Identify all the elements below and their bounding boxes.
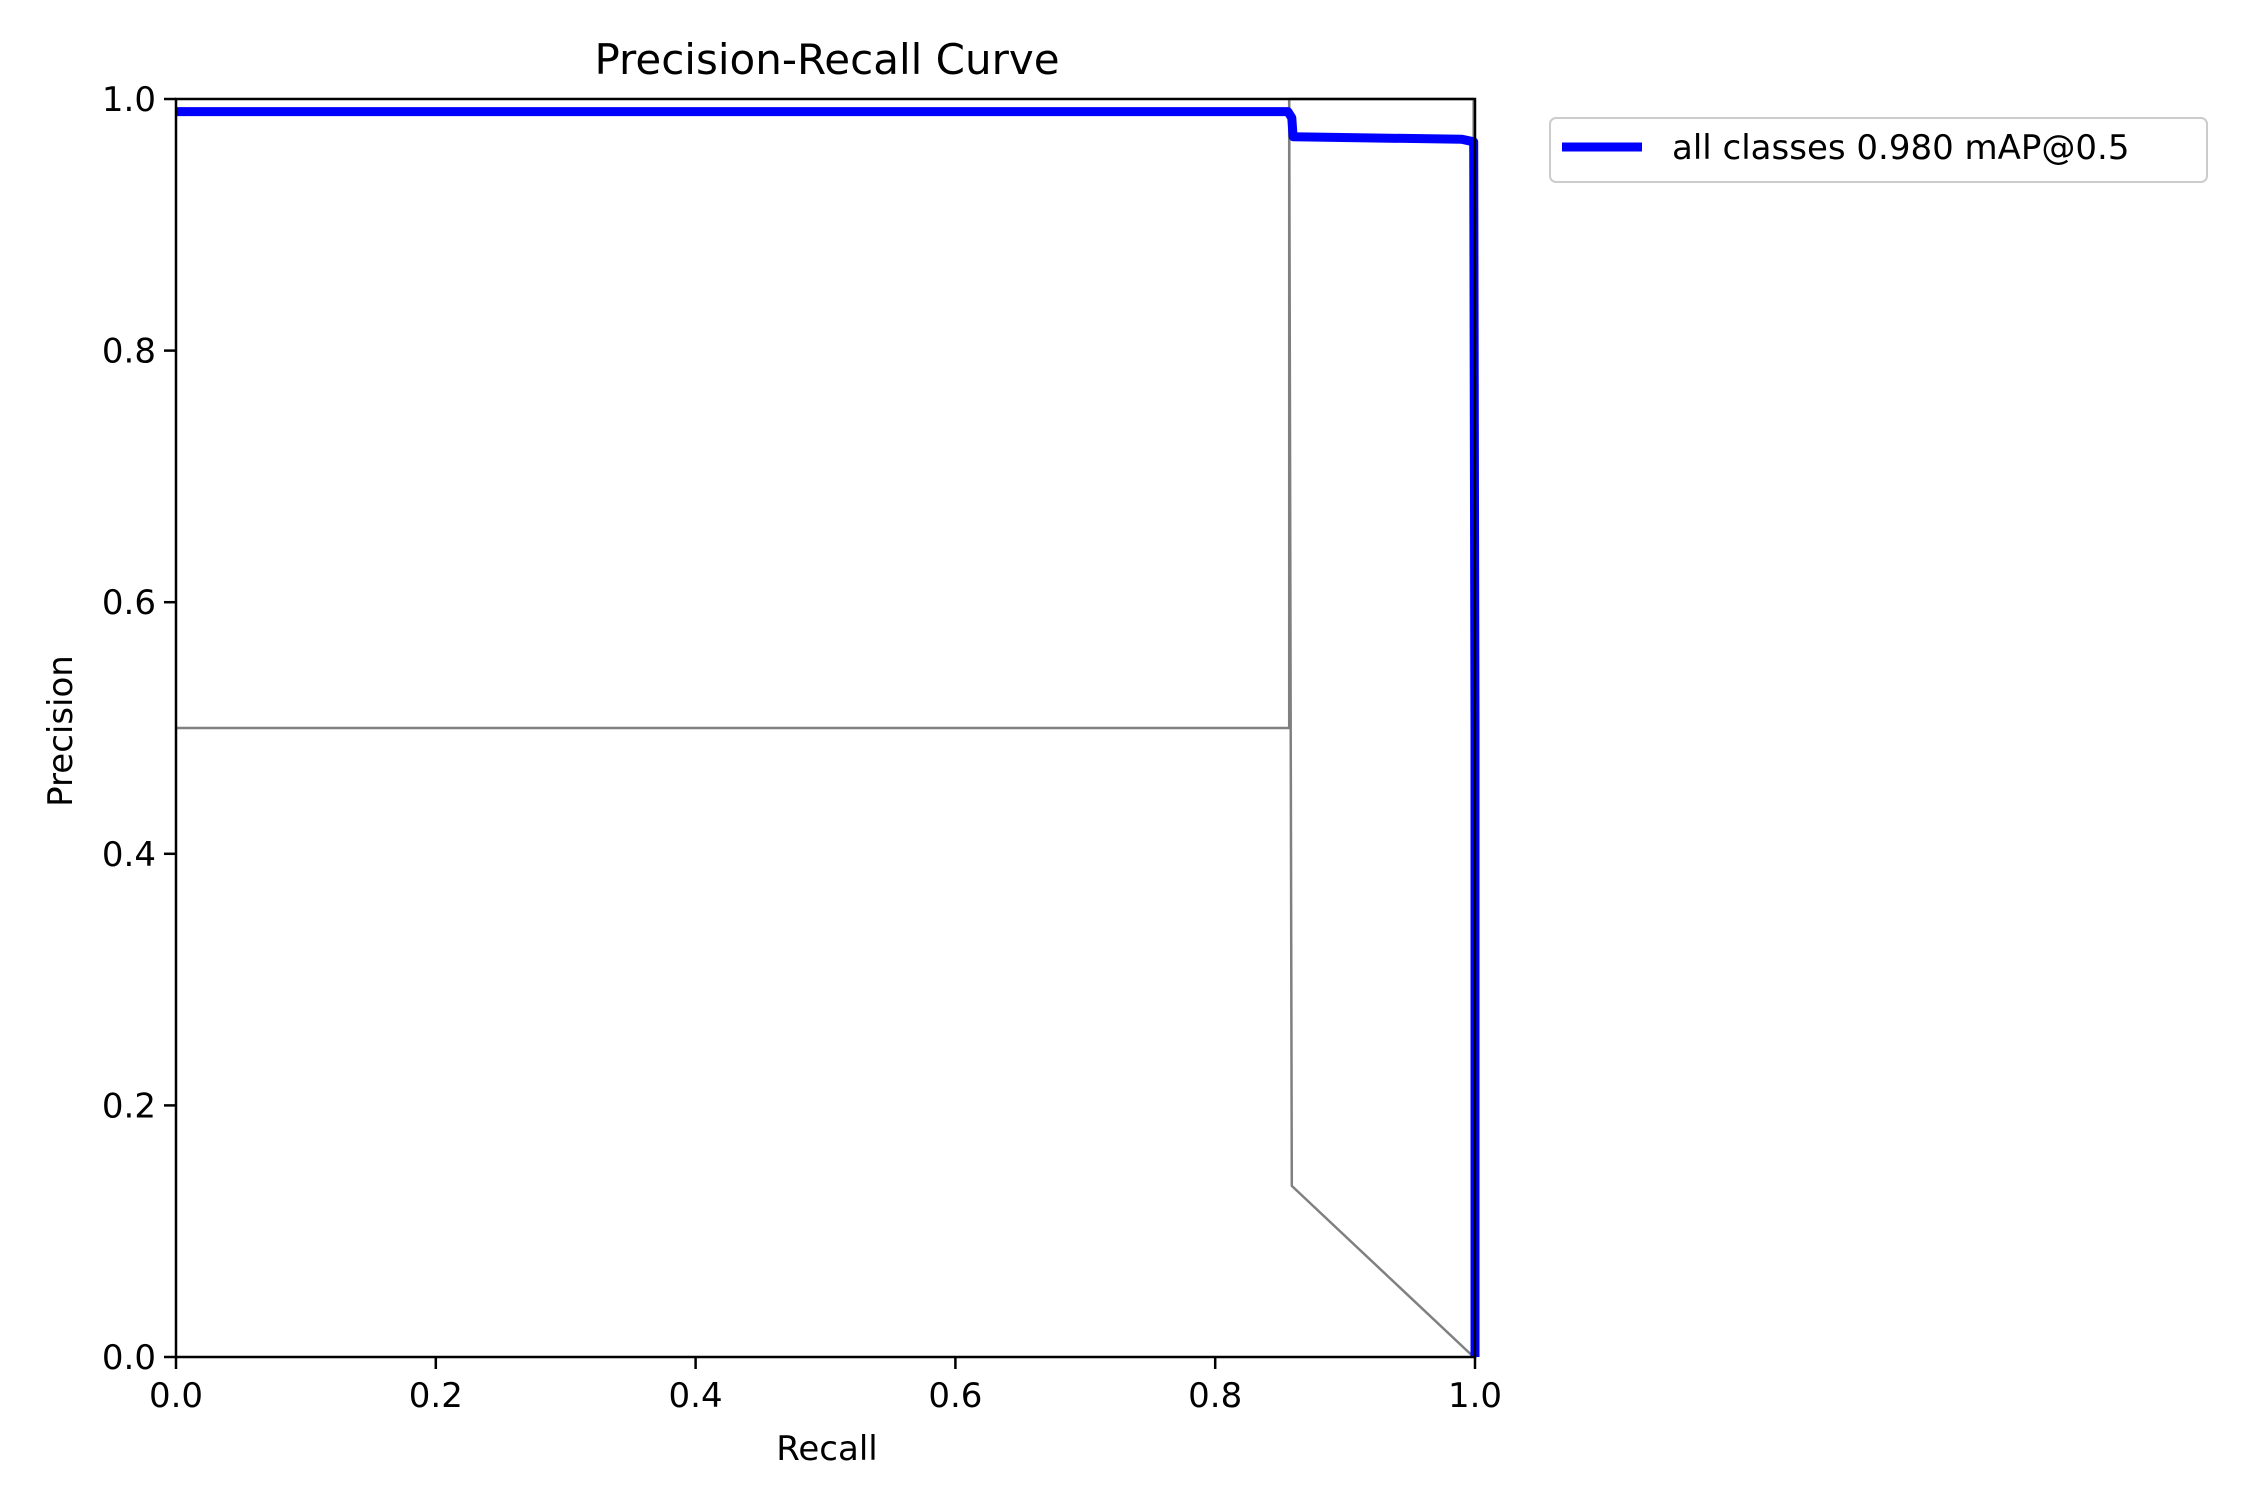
plot-area: 0.0 0.2 0.4 0.6 0.8 1.0 0.0 0.2 0.4 0.6 0.8 1.0: [102, 80, 1502, 1416]
y-tick-label: 0.0: [102, 1338, 156, 1378]
legend-box: [1549, 117, 2208, 183]
y-axis-label: Precision: [41, 655, 81, 807]
plot-frame: [174, 97, 1477, 1359]
y-tick-label: 0.2: [102, 1086, 156, 1126]
x-axis-label: Recall: [776, 1429, 877, 1469]
y-tick-label: 0.4: [102, 835, 156, 875]
chart-title: Precision-Recall Curve: [594, 35, 1059, 84]
x-tick-label: 0.6: [928, 1376, 982, 1416]
x-tick-label: 0.4: [669, 1376, 723, 1416]
y-tick-label: 0.8: [102, 332, 156, 372]
legend-label: all classes 0.980 mAP@0.5: [1672, 128, 2129, 168]
reference-line-1: [176, 97, 1475, 730]
legend: all classes 0.980 mAP@0.5: [1549, 117, 2208, 183]
reference-line-2: [1287, 98, 1475, 1359]
y-tick-label: 0.6: [102, 583, 156, 623]
x-tick-label: 0.8: [1188, 1376, 1242, 1416]
x-tick-label: 1.0: [1448, 1376, 1502, 1416]
y-tick-label: 1.0: [102, 80, 156, 120]
x-tick-label: 0.0: [149, 1376, 203, 1416]
x-tick-label: 0.2: [409, 1376, 463, 1416]
series-line-all-classes: [176, 107, 1480, 1357]
